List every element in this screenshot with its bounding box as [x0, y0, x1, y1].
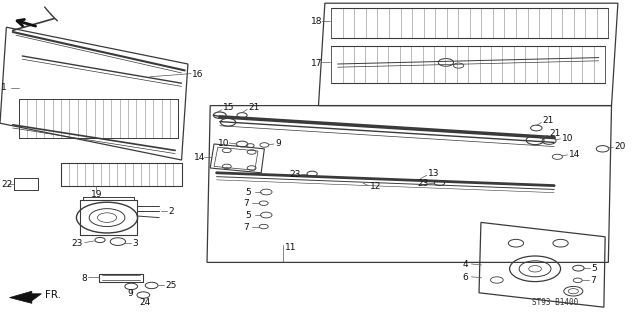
Polygon shape [10, 291, 41, 303]
Text: 21: 21 [248, 103, 260, 112]
Text: 12: 12 [369, 182, 381, 191]
Text: 22: 22 [1, 180, 13, 189]
Text: 6: 6 [462, 273, 468, 282]
Text: 1: 1 [1, 84, 7, 92]
Text: 23: 23 [71, 239, 83, 248]
Text: 14: 14 [194, 153, 205, 162]
Text: 5: 5 [245, 211, 251, 220]
Text: ST93 B1400: ST93 B1400 [532, 298, 578, 307]
Text: 10: 10 [562, 134, 573, 143]
Text: FR.: FR. [45, 290, 61, 300]
Text: 15: 15 [223, 103, 234, 112]
Text: 3: 3 [132, 239, 138, 248]
Text: 4: 4 [462, 260, 468, 269]
Text: 7: 7 [243, 223, 249, 232]
Text: 20: 20 [615, 142, 626, 151]
Text: 8: 8 [82, 274, 87, 283]
Text: 5: 5 [245, 188, 251, 197]
Text: 11: 11 [285, 244, 297, 252]
Text: 2: 2 [169, 207, 175, 216]
Text: 21: 21 [543, 116, 554, 125]
Text: 7: 7 [243, 199, 249, 208]
Text: 24: 24 [139, 298, 150, 307]
Text: 18: 18 [311, 17, 322, 26]
Text: 7: 7 [590, 276, 596, 285]
Text: 19: 19 [90, 190, 102, 199]
Text: 16: 16 [192, 70, 204, 79]
Text: 23: 23 [290, 170, 301, 179]
Text: 23: 23 [417, 179, 429, 188]
Text: 21: 21 [549, 129, 561, 138]
Text: 9: 9 [275, 139, 281, 148]
Text: 10: 10 [218, 139, 229, 148]
Text: 9: 9 [127, 289, 133, 298]
Text: 5: 5 [591, 264, 597, 273]
Text: 14: 14 [569, 150, 580, 159]
Text: 17: 17 [311, 59, 322, 68]
Text: 13: 13 [428, 169, 440, 178]
Text: 25: 25 [166, 281, 177, 290]
